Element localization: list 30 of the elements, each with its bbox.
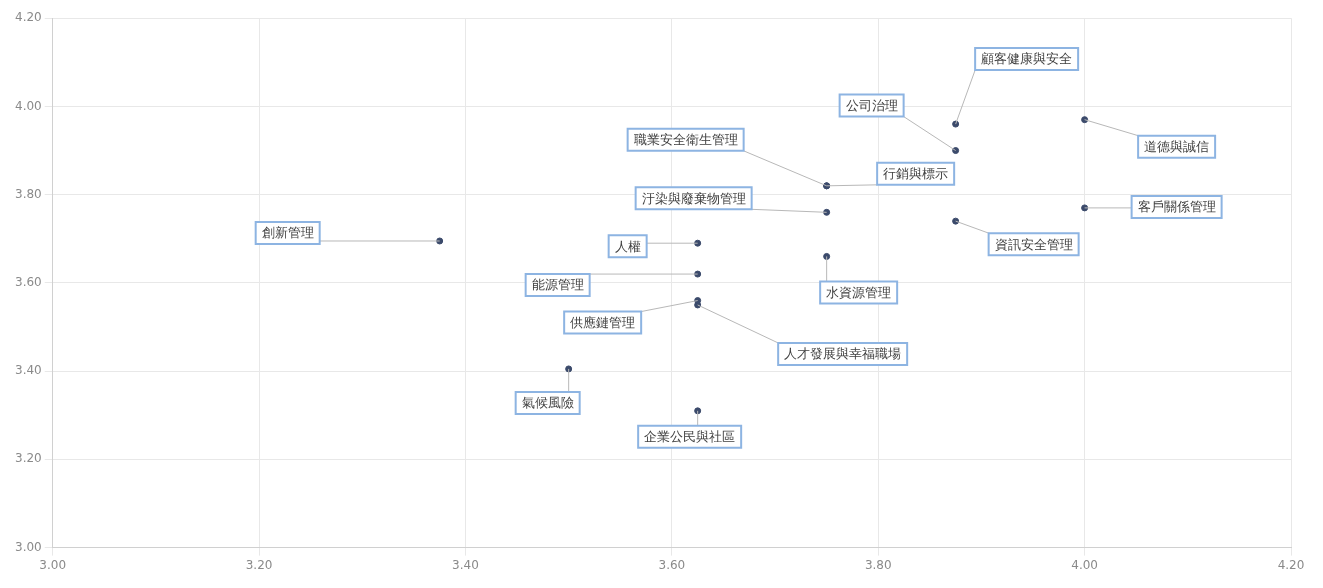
text: 顧客健康與安全 [981, 51, 1073, 67]
series-label: 氣候風險 [521, 395, 574, 411]
text: 客戶關係管理 [1137, 199, 1216, 215]
x-tick-label: 3.80 [864, 557, 892, 572]
x-tick-label: 4.20 [1277, 557, 1305, 572]
y-tick-label: 3.00 [15, 539, 42, 554]
x-tick-label: 3.00 [39, 557, 67, 572]
x-tick-label: 4.00 [1071, 557, 1098, 572]
x-tick-label: 3.40 [452, 557, 479, 572]
x-tick-label: 3.20 [245, 557, 273, 572]
text: 供應鏈管理 [570, 314, 636, 330]
text: 職業安全衛生管理 [633, 132, 738, 148]
y-tick-label: 4.20 [15, 10, 42, 25]
text: 汙染與廢棄物管理 [641, 190, 746, 206]
text: 能源管理 [531, 277, 584, 293]
y-tick-label: 3.20 [15, 451, 42, 466]
y-tick-label: 3.80 [15, 186, 42, 201]
text: 行銷與標示 [883, 166, 949, 182]
y-tick-label: 3.60 [15, 275, 42, 290]
text: 創新管理 [261, 225, 314, 241]
text: 人才發展與幸福職場 [784, 346, 902, 362]
text: 資訊安全管理 [994, 236, 1073, 252]
y-tick-label: 4.00 [15, 98, 42, 113]
series-label: 水資源管理 [826, 284, 892, 300]
y-tick-label: 3.40 [15, 363, 42, 378]
series-label: 企業公民與社區 [644, 429, 736, 445]
x-tick-label: 3.60 [658, 557, 686, 572]
text: 人權 [614, 238, 641, 254]
text: 公司治理 [845, 97, 898, 113]
text: 道德與誠信 [1144, 139, 1210, 155]
